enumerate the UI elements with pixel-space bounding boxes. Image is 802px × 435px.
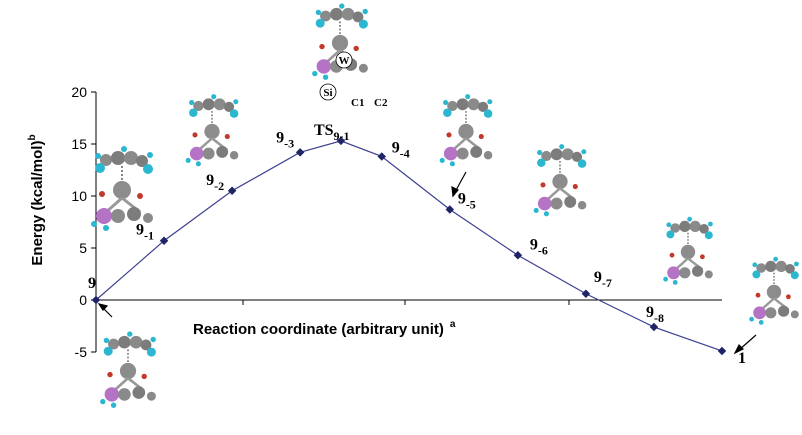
x-axis-label-sup: a: [450, 319, 456, 330]
point-label: 1: [738, 350, 746, 367]
point-label-sub: 9-1: [334, 129, 350, 143]
point-label-main: 9: [530, 236, 538, 253]
point-label-main: 9: [392, 139, 400, 156]
data-marker: [513, 251, 523, 260]
atom-label-w: W: [339, 55, 350, 67]
arrow-to-9: [97, 303, 113, 318]
point-label-main: 9: [458, 191, 466, 208]
data-markers: [91, 136, 727, 356]
point-label-sub: -3: [284, 136, 294, 150]
data-marker: [377, 152, 387, 161]
structure-9-8: [662, 215, 714, 286]
atom-label-c1: C1: [351, 97, 364, 109]
point-label: 9-1: [136, 222, 154, 243]
point-label-main: TS: [314, 122, 334, 139]
data-marker: [445, 205, 455, 214]
axes: -5 0 5 10 15 20: [71, 84, 722, 360]
data-marker: [91, 295, 101, 305]
atom-w-circle: [335, 51, 353, 69]
y-tick-label: 10: [71, 188, 87, 204]
point-label-main: 9: [594, 269, 602, 286]
y-tick-label: -5: [75, 344, 88, 360]
point-label: TS9-1: [314, 122, 350, 143]
point-label: 9-7: [594, 269, 612, 290]
structure-ts: W Si C1 C2: [310, 2, 388, 109]
point-label-main: 1: [738, 350, 746, 367]
structure-9: [89, 144, 155, 233]
point-label-main: 9: [646, 304, 654, 321]
point-label-main: 9: [136, 222, 144, 239]
atom-si-circle: [319, 83, 337, 101]
point-label: 9-2: [206, 172, 224, 193]
structure-9-2: [184, 92, 240, 168]
data-marker: [581, 289, 591, 299]
x-ticks: [242, 300, 570, 305]
point-label-sub: -1: [144, 229, 154, 243]
data-marker: [717, 346, 727, 356]
y-axis-label-text: Energy (kcal/mol): [29, 141, 46, 266]
y-tick-label: 20: [71, 84, 87, 100]
point-label: 9-6: [530, 236, 548, 257]
y-tick-label: 0: [79, 292, 87, 308]
data-marker: [159, 236, 169, 245]
point-label-sub: -5: [466, 198, 476, 212]
y-axis-label: Energy (kcal/mol)b: [27, 134, 46, 265]
y-tick-label: 15: [71, 136, 87, 152]
arrows: [97, 171, 757, 355]
data-marker: [227, 186, 237, 196]
point-label: 9-8: [646, 304, 664, 325]
point-label: 9: [88, 275, 96, 292]
point-label-main: 9: [276, 129, 284, 146]
point-label: 9-3: [276, 129, 294, 150]
point-label-main: 9: [206, 172, 214, 189]
y-tick-label: 5: [79, 240, 87, 256]
atom-label-c2: C2: [374, 97, 388, 109]
point-label-sub: -4: [400, 146, 410, 160]
series-line: [95, 140, 723, 352]
point-label-sub: -6: [538, 243, 548, 257]
point-label-sub: -8: [654, 311, 664, 325]
arrow-to-9-5: [451, 171, 467, 198]
structure-9-6: [532, 142, 588, 218]
data-marker: [649, 322, 659, 332]
structure-bottom: [98, 330, 158, 410]
y-axis-label-sup: b: [27, 134, 38, 140]
point-label: 9-4: [392, 139, 410, 160]
arrow-to-1: [733, 334, 757, 355]
point-label-sub: -2: [214, 179, 224, 193]
structure-1: [748, 255, 800, 326]
atom-label-si: Si: [323, 87, 332, 99]
data-marker: [336, 136, 346, 146]
data-marker: [295, 148, 305, 157]
point-label: 9-5: [458, 191, 476, 212]
point-label-sub: -7: [602, 276, 612, 290]
point-label-main: 9: [88, 275, 96, 292]
x-axis-label-text: Reaction coordinate (arbitrary unit): [193, 321, 444, 338]
structure-9-5: [438, 92, 494, 168]
x-axis-label: Reaction coordinate (arbitrary unit) a: [193, 319, 456, 338]
